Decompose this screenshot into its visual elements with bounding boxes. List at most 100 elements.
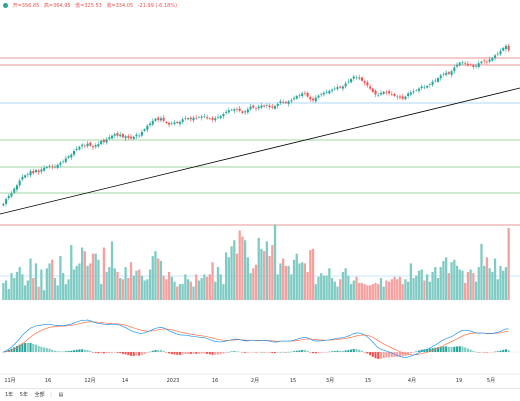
candle [72, 151, 76, 155]
candle [284, 101, 287, 103]
macd-histogram-bar [70, 350, 73, 352]
macd-histogram-bar [135, 352, 138, 356]
macd-histogram-bar [325, 352, 328, 353]
volume-bar [480, 243, 483, 300]
range-button-5y[interactable]: 5年 [19, 392, 28, 398]
volume-bar [243, 240, 247, 300]
candle [241, 111, 244, 113]
volume-bar [252, 268, 255, 300]
candle [132, 136, 135, 139]
calendar-icon[interactable]: ▤ [58, 392, 64, 398]
candle [328, 90, 331, 94]
candle [140, 131, 143, 136]
level-lines [0, 57, 520, 375]
candle [303, 93, 306, 94]
volume-bar [458, 269, 461, 300]
candle [358, 77, 361, 79]
candle [504, 45, 507, 49]
range-button-all[interactable]: 全部 [34, 392, 45, 398]
macd-histogram-bar [178, 352, 181, 355]
candle [59, 162, 62, 165]
macd-histogram-bar [344, 350, 347, 352]
macd-histogram-bar [113, 352, 116, 353]
volume-bar [64, 284, 67, 300]
macd-histogram-bar [138, 352, 141, 356]
candle [189, 117, 192, 120]
macd-histogram-bar [173, 352, 176, 355]
volume-bar [97, 259, 100, 300]
volume-bar [203, 274, 206, 300]
macd-histogram-bar [100, 352, 103, 354]
volume-bar [143, 280, 146, 300]
volume-bar [447, 273, 451, 300]
candle [428, 84, 431, 85]
volume-bars [2, 224, 510, 300]
volume-bar [89, 263, 92, 300]
candle [151, 120, 154, 125]
volume-bar [34, 263, 38, 300]
candle [507, 45, 510, 51]
candle [396, 96, 399, 98]
candle [325, 92, 328, 93]
candle [276, 103, 279, 107]
macd-histogram-bar [445, 346, 448, 352]
volume-bar [4, 280, 8, 300]
volume-bar [192, 286, 195, 300]
macd-histogram-bar [396, 352, 399, 357]
macd-histogram-bar [363, 352, 366, 353]
volume-bar [108, 267, 111, 300]
volume-bar [119, 278, 122, 300]
x-axis: 11月 16 12月 14 2023 16 2月 15 3月 15 4月 19 5月 [4, 378, 495, 384]
macd-histogram-bar [371, 352, 374, 357]
macd-histogram-bar [496, 351, 499, 352]
candle [75, 148, 78, 150]
candle [295, 96, 298, 99]
candle [94, 145, 97, 147]
volume-bar [249, 273, 252, 300]
volume-bar [140, 275, 144, 300]
separator-icon: | [50, 392, 52, 398]
macd-histogram-bar [56, 351, 59, 352]
candle [333, 88, 336, 90]
volume-bar [86, 265, 89, 300]
candle [230, 109, 233, 111]
volume-bar [496, 279, 499, 300]
candle [442, 74, 445, 75]
candle [116, 133, 119, 136]
x-axis-tick-label: 19 [456, 378, 462, 384]
candle [154, 118, 157, 121]
volume-bar [208, 274, 211, 300]
candle [249, 106, 252, 110]
volume-bar [181, 284, 184, 300]
macd-histogram-bar [162, 350, 165, 352]
candle [181, 119, 184, 122]
candle [404, 96, 407, 100]
range-button-1y[interactable]: 1年 [5, 392, 14, 398]
candle [331, 89, 334, 91]
macd-histogram-bar [276, 352, 279, 353]
volume-bar [349, 284, 353, 300]
volume-bar [42, 290, 46, 300]
candle [195, 117, 198, 119]
volume-bar [75, 265, 78, 300]
candle [235, 109, 239, 110]
macd-histogram-bar [62, 351, 65, 353]
volume-bar [488, 268, 491, 300]
macd-histogram-bar [34, 344, 37, 352]
x-axis-tick-label: 16 [212, 378, 218, 384]
volume-bar [233, 240, 236, 300]
candle [89, 142, 92, 146]
volume-bar [423, 280, 426, 300]
volume-bar [491, 271, 494, 300]
volume-bar [325, 275, 328, 300]
macd-histogram-bar [143, 352, 146, 354]
volume-bar [176, 286, 179, 300]
macd-histogram-bar [469, 349, 472, 352]
volume-bar [219, 274, 222, 300]
volume-bar [377, 284, 380, 300]
candle [309, 97, 312, 100]
candle [246, 109, 249, 113]
candle [64, 158, 67, 163]
macd-histogram-bar [189, 352, 192, 354]
